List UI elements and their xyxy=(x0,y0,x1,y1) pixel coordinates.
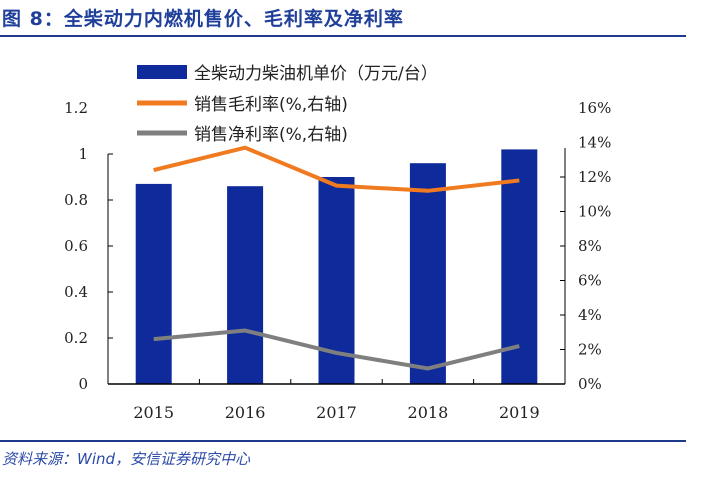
right-tick-label: 16% xyxy=(578,99,611,117)
source-divider xyxy=(0,440,686,442)
x-tick-label: 2018 xyxy=(408,403,449,422)
left-tick-label: 0.2 xyxy=(64,329,88,347)
right-tick-label: 12% xyxy=(578,168,611,186)
left-tick-label: 0.6 xyxy=(64,237,88,255)
bar-2019 xyxy=(501,149,538,384)
legend-label: 全柴动力柴油机单价（万元/台） xyxy=(194,64,438,84)
x-tick-label: 2016 xyxy=(225,403,266,422)
line-gross-margin xyxy=(153,145,520,193)
left-tick-label: 0.8 xyxy=(64,191,88,209)
legend-label: 销售净利率(%,右轴) xyxy=(194,125,348,145)
bar-2015 xyxy=(135,183,172,384)
left-tick-label: 1.2 xyxy=(64,99,88,117)
bar-2016 xyxy=(227,186,264,384)
right-tick-label: 2% xyxy=(578,341,602,359)
legend-swatch-bar xyxy=(137,65,187,79)
legend-label: 销售毛利率(%,右轴) xyxy=(194,95,348,115)
bar-2018 xyxy=(409,163,446,384)
left-tick-label: 1 xyxy=(78,145,88,163)
x-tick-label: 2015 xyxy=(133,403,174,422)
right-tick-label: 10% xyxy=(578,203,611,221)
x-tick-label: 2017 xyxy=(316,403,357,422)
x-tick-label: 2019 xyxy=(499,403,540,422)
chart-title: 图 8：全柴动力内燃机售价、毛利率及净利率 xyxy=(2,8,404,30)
left-tick-label: 0.4 xyxy=(64,283,88,301)
left-tick-label: 0 xyxy=(78,375,88,393)
right-tick-label: 8% xyxy=(578,237,602,255)
right-tick-label: 0% xyxy=(578,375,602,393)
right-tick-label: 4% xyxy=(578,306,602,324)
right-tick-label: 14% xyxy=(578,134,611,152)
right-tick-label: 6% xyxy=(578,272,602,290)
title-divider xyxy=(0,35,686,37)
source-note: 资料来源：Wind，安信证券研究中心 xyxy=(2,450,251,468)
